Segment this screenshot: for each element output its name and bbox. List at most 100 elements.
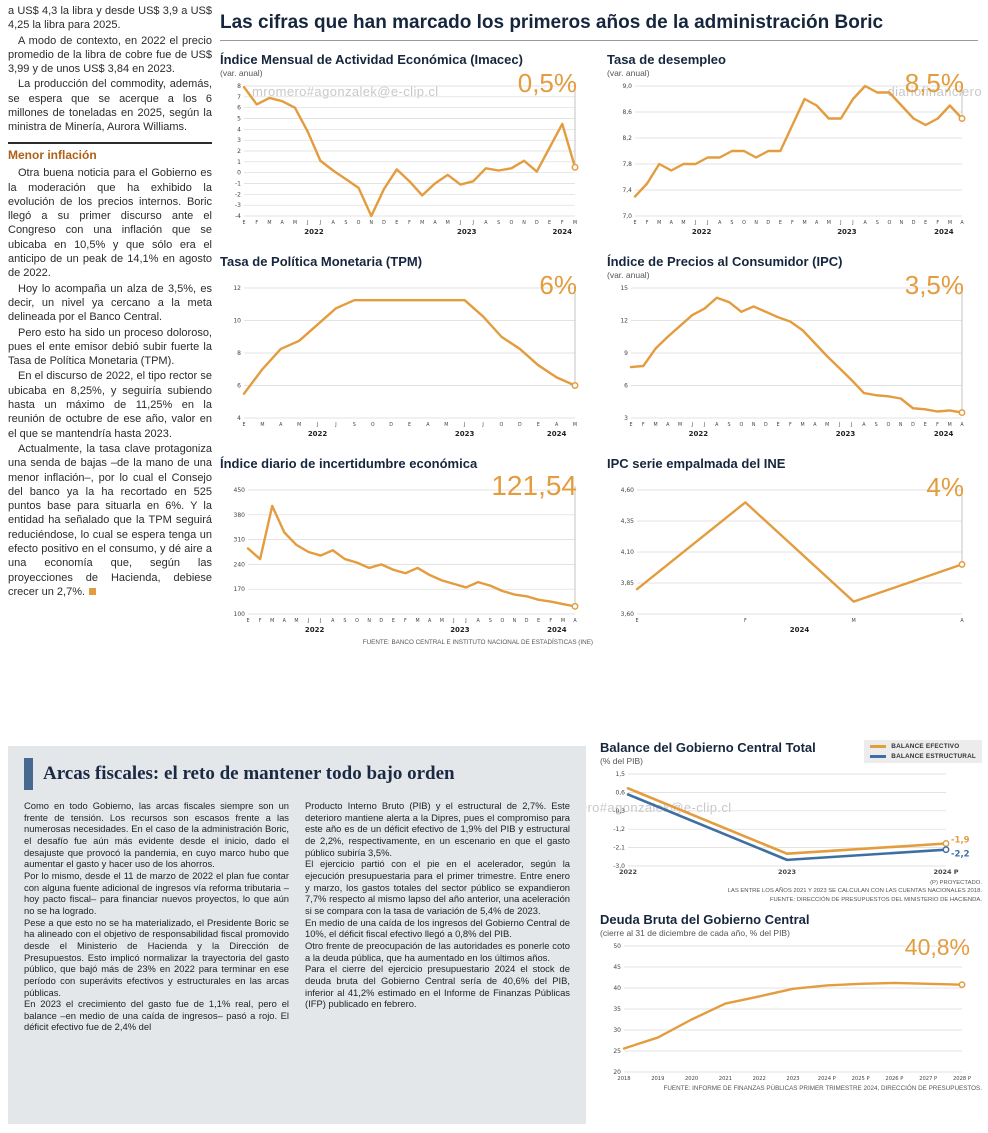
svg-text:7: 7 <box>237 94 241 101</box>
article-paragraph: Actualmente, la tasa clave protagoniza u… <box>8 442 212 599</box>
svg-text:50: 50 <box>613 943 621 950</box>
svg-text:12: 12 <box>620 318 628 325</box>
svg-text:2022: 2022 <box>619 868 637 876</box>
svg-text:7,0: 7,0 <box>622 213 632 220</box>
bottom-right-charts: Balance del Gobierno Central Total (% de… <box>600 740 982 1092</box>
svg-text:S: S <box>344 220 347 226</box>
svg-text:E: E <box>635 618 638 624</box>
svg-text:2022: 2022 <box>308 430 328 438</box>
svg-text:6: 6 <box>624 383 628 390</box>
svg-text:M: M <box>446 220 450 226</box>
svg-text:2026 P: 2026 P <box>885 1076 903 1082</box>
svg-text:A: A <box>666 422 670 428</box>
svg-text:2022: 2022 <box>304 228 324 236</box>
svg-text:2022: 2022 <box>689 430 709 438</box>
legend-item-efectivo: BALANCE EFECTIVO <box>870 743 976 750</box>
svg-text:A: A <box>815 220 819 226</box>
svg-text:A: A <box>960 422 964 428</box>
svg-text:A: A <box>555 422 559 428</box>
chart-deuda: Deuda Bruta del Gobierno Central (cierre… <box>600 912 982 1092</box>
svg-text:M: M <box>852 618 856 624</box>
chart-ipc: Índice de Precios al Consumidor (IPC) (v… <box>607 254 980 442</box>
svg-text:2024: 2024 <box>934 430 954 438</box>
svg-text:0,6: 0,6 <box>615 789 625 796</box>
svg-text:A: A <box>476 618 480 624</box>
svg-text:O: O <box>887 422 891 428</box>
svg-text:A: A <box>433 220 437 226</box>
svg-text:2022: 2022 <box>753 1076 766 1082</box>
svg-text:D: D <box>389 422 393 428</box>
svg-text:4,10: 4,10 <box>621 549 635 556</box>
chart-title: Índice de Precios al Consumidor (IPC) <box>607 254 843 269</box>
svg-text:J: J <box>459 220 461 226</box>
svg-text:-1: -1 <box>235 181 241 188</box>
svg-text:-0,3: -0,3 <box>613 808 625 815</box>
svg-text:F: F <box>936 220 939 226</box>
svg-text:M: M <box>294 618 298 624</box>
svg-text:F: F <box>549 618 552 624</box>
svg-text:O: O <box>371 422 375 428</box>
svg-text:M: M <box>293 220 297 226</box>
svg-text:7,4: 7,4 <box>622 187 632 194</box>
svg-text:F: F <box>642 422 645 428</box>
svg-text:O: O <box>739 422 743 428</box>
svg-text:2023: 2023 <box>836 430 856 438</box>
svg-text:S: S <box>876 220 879 226</box>
svg-text:1: 1 <box>237 159 241 166</box>
balance-header: Balance del Gobierno Central Total (% de… <box>600 740 982 766</box>
chart-source: FUENTE: INFORME DE FINANZAS PÚBLICAS PRI… <box>663 1084 982 1092</box>
svg-text:F: F <box>791 220 794 226</box>
svg-text:310: 310 <box>234 537 246 544</box>
svg-text:2: 2 <box>237 148 241 155</box>
svg-text:J: J <box>319 618 321 624</box>
svg-text:S: S <box>489 618 492 624</box>
svg-text:J: J <box>463 422 465 428</box>
svg-text:D: D <box>912 220 916 226</box>
chart-source: FUENTE: BANCO CENTRAL E INSTITUTO NACION… <box>362 639 593 646</box>
svg-text:2024: 2024 <box>934 228 954 236</box>
article-paragraph: En el discurso de 2022, el tipo rector s… <box>8 370 212 440</box>
svg-text:F: F <box>646 220 649 226</box>
svg-text:J: J <box>452 618 454 624</box>
svg-text:2023: 2023 <box>455 430 475 438</box>
svg-text:M: M <box>267 220 271 226</box>
svg-text:A: A <box>331 618 335 624</box>
svg-text:A: A <box>281 220 285 226</box>
svg-text:E: E <box>242 422 245 428</box>
svg-text:J: J <box>306 220 308 226</box>
svg-text:2027 P: 2027 P <box>919 1076 937 1082</box>
ipc-empalmada-line-chart: 4,60 4,35 4,10 3,85 3,60E F M A 2024 <box>621 486 966 634</box>
fiscal-text-columns: Como en todo Gobierno, las arcas fiscale… <box>24 800 570 1033</box>
svg-text:-1,2: -1,2 <box>613 826 625 833</box>
svg-text:E: E <box>537 422 540 428</box>
svg-text:N: N <box>513 618 517 624</box>
svg-text:E: E <box>246 618 249 624</box>
svg-text:M: M <box>802 220 806 226</box>
svg-text:30: 30 <box>613 1027 621 1034</box>
chart-current-value: 8,5% <box>904 68 964 98</box>
svg-text:M: M <box>573 220 577 226</box>
svg-text:S: S <box>730 220 733 226</box>
svg-text:D: D <box>525 618 529 624</box>
article-paragraph: Por lo mismo, desde el 11 de marzo de 20… <box>24 869 289 916</box>
article-paragraph: A modo de contexto, en 2022 el precio pr… <box>8 34 212 76</box>
svg-text:E: E <box>537 618 540 624</box>
left-article-column: a US$ 4,3 la libra y desde US$ 3,9 a US$… <box>8 4 212 600</box>
chart-title: Índice Mensual de Actividad Económica (I… <box>220 52 523 67</box>
chart-note: LAS ENTRE LOS AÑOS 2021 Y 2023 SE CALCUL… <box>727 888 982 895</box>
svg-text:2023: 2023 <box>457 228 477 236</box>
svg-text:2022: 2022 <box>692 228 712 236</box>
svg-text:N: N <box>367 618 371 624</box>
svg-text:2023: 2023 <box>786 1076 799 1082</box>
chart-note: (P) PROYECTADO. <box>930 880 982 886</box>
section-subhead: Menor inflación <box>8 141 212 164</box>
svg-text:S: S <box>497 220 500 226</box>
svg-text:2023: 2023 <box>778 868 796 876</box>
article-paragraph: Pese a que esto no se ha materializado, … <box>24 916 289 998</box>
svg-text:O: O <box>357 220 361 226</box>
legend-label: BALANCE ESTRUCTURAL <box>891 753 976 760</box>
chart-subtitle: (cierre al 31 de diciembre de cada año, … <box>600 927 790 938</box>
svg-text:40: 40 <box>613 985 621 992</box>
